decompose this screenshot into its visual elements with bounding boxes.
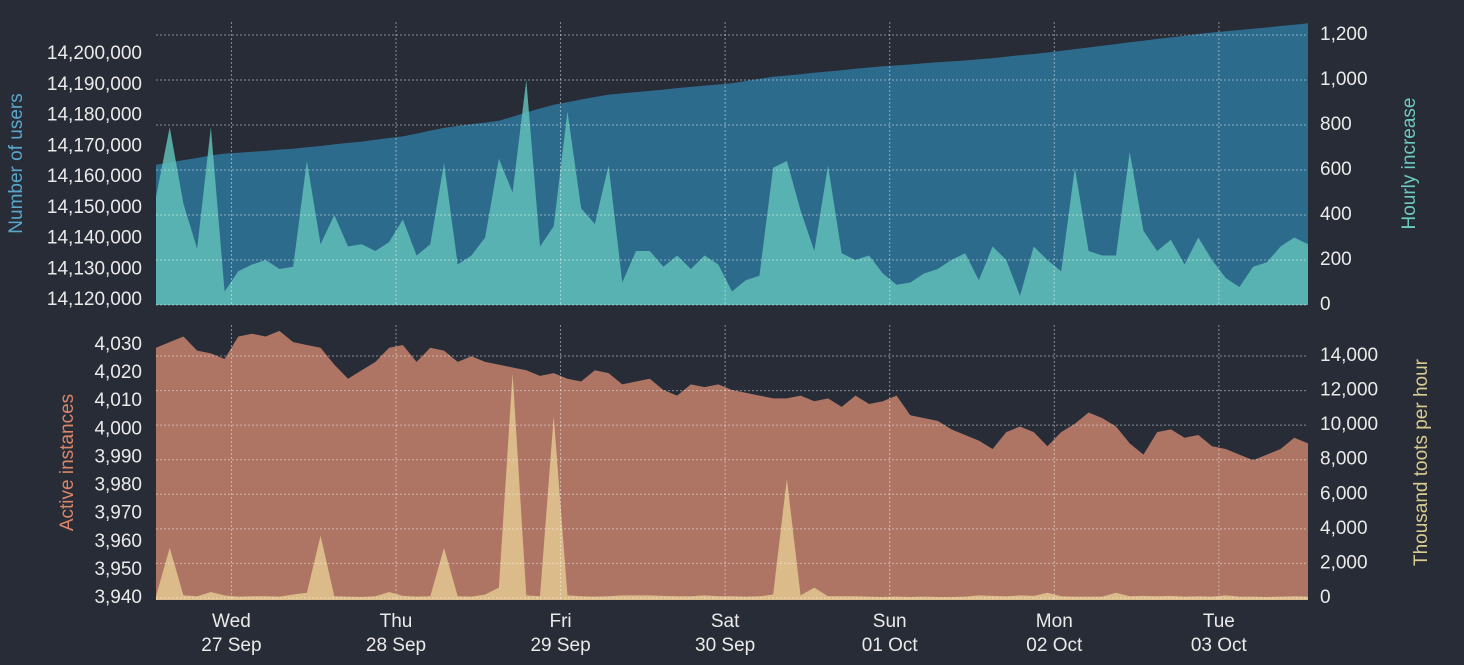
y-tick-label: 14,130,000 — [47, 258, 142, 279]
y2-tick-label: 800 — [1320, 114, 1352, 135]
y-tick-label: 14,160,000 — [47, 166, 142, 187]
y-tick-label: 14,180,000 — [47, 105, 142, 126]
y-tick-label: 14,120,000 — [47, 289, 142, 310]
x-tick-label: 01 Oct — [862, 635, 919, 656]
y-tick-label: 3,960 — [94, 531, 142, 552]
x-tick-label: 27 Sep — [201, 635, 261, 656]
y-tick-label: 4,000 — [94, 418, 142, 439]
x-tick-label: 02 Oct — [1026, 635, 1083, 656]
y2-tick-label: 200 — [1320, 249, 1352, 270]
y-tick-label: 3,950 — [94, 559, 142, 580]
y-axis-title: Number of users — [6, 93, 27, 233]
y2-tick-label: 8,000 — [1320, 449, 1368, 470]
x-tick-label: 30 Sep — [695, 635, 755, 656]
y2-tick-label: 12,000 — [1320, 380, 1378, 401]
x-tick-label: Sat — [711, 611, 740, 632]
y2-axis-title: Hourly increase — [1399, 98, 1420, 230]
x-tick-label: Thu — [380, 611, 413, 632]
area-series — [156, 330, 1308, 600]
area-series — [156, 80, 1308, 305]
y2-tick-label: 2,000 — [1320, 552, 1368, 573]
y2-tick-label: 1,000 — [1320, 69, 1368, 90]
y-tick-label: 4,010 — [94, 390, 142, 411]
y-tick-label: 14,140,000 — [47, 228, 142, 249]
y-tick-label: 14,170,000 — [47, 135, 142, 156]
y2-tick-label: 0 — [1320, 587, 1331, 608]
y2-tick-label: 10,000 — [1320, 414, 1378, 435]
x-tick-label: Wed — [212, 611, 251, 632]
y2-tick-label: 14,000 — [1320, 345, 1378, 366]
y2-tick-label: 400 — [1320, 204, 1352, 225]
y2-tick-label: 6,000 — [1320, 483, 1368, 504]
x-tick-label: Tue — [1203, 611, 1235, 632]
y-tick-label: 14,200,000 — [47, 43, 142, 64]
y-tick-label: 14,190,000 — [47, 74, 142, 95]
y2-tick-label: 0 — [1320, 294, 1331, 315]
y-tick-label: 3,970 — [94, 503, 142, 524]
y2-axis-title: Thousand toots per hour — [1411, 358, 1432, 566]
y2-tick-label: 600 — [1320, 159, 1352, 180]
x-tick-label: Sun — [873, 611, 907, 632]
y-tick-label: 3,940 — [94, 587, 142, 608]
x-tick-label: 03 Oct — [1191, 635, 1248, 656]
y2-tick-label: 4,000 — [1320, 518, 1368, 539]
y-tick-label: 4,030 — [94, 334, 142, 355]
y-tick-label: 14,150,000 — [47, 197, 142, 218]
y-tick-label: 3,990 — [94, 446, 142, 467]
x-tick-label: 29 Sep — [530, 635, 590, 656]
x-tick-label: 28 Sep — [366, 635, 426, 656]
y2-tick-label: 1,200 — [1320, 24, 1368, 45]
x-tick-label: Fri — [549, 611, 571, 632]
y-tick-label: 3,980 — [94, 475, 142, 496]
y-tick-label: 4,020 — [94, 362, 142, 383]
y-axis-title: Active instances — [57, 394, 78, 531]
x-tick-label: Mon — [1036, 611, 1073, 632]
